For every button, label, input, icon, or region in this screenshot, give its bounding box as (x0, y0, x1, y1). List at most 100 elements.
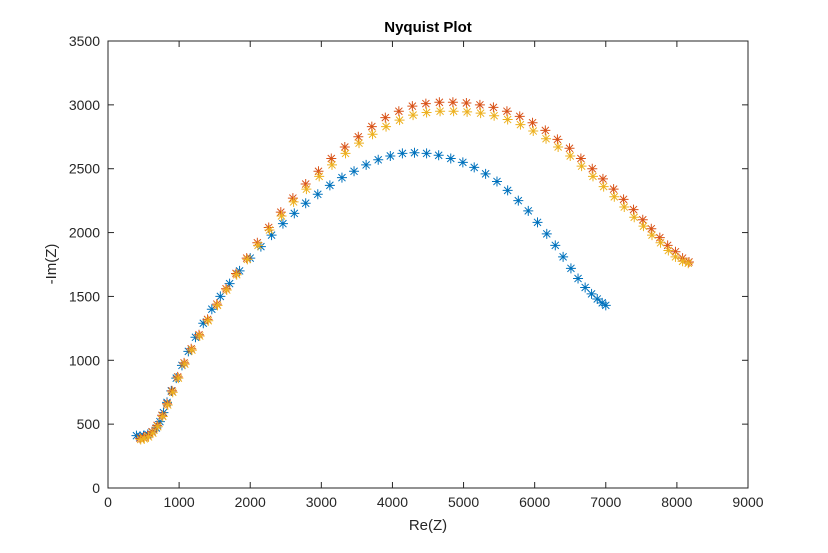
data-point (558, 251, 569, 262)
data-point (162, 399, 173, 410)
data-point (647, 230, 657, 241)
data-point (677, 256, 688, 267)
chart-title: Nyquist Plot (384, 19, 472, 36)
data-point (314, 171, 325, 182)
data-point (385, 150, 396, 161)
data-point (598, 181, 609, 192)
data-point (448, 106, 459, 117)
data-point (552, 134, 563, 145)
data-point (407, 101, 418, 112)
data-point (597, 297, 608, 308)
x-tick-label: 6000 (519, 494, 550, 510)
y-tick-label: 2500 (69, 161, 100, 177)
data-point (565, 263, 576, 274)
data-point (587, 163, 598, 174)
data-point (300, 198, 311, 209)
plot-area (107, 40, 749, 489)
data-point (475, 108, 486, 119)
data-point (349, 166, 360, 177)
data-point (573, 273, 584, 284)
y-axis: 0 500 1000 1500 2000 2500 3000 3500 (69, 33, 748, 496)
data-point (275, 207, 286, 218)
data-point (469, 162, 480, 173)
data-point (445, 153, 456, 164)
data-point (541, 228, 552, 239)
data-point (234, 265, 245, 276)
data-point (397, 148, 408, 159)
data-point (513, 195, 524, 206)
data-point (367, 129, 378, 140)
data-point (514, 111, 525, 122)
y-tick-label: 1500 (69, 288, 100, 304)
data-point (167, 387, 178, 398)
data-point (340, 148, 351, 159)
data-point (336, 172, 347, 183)
data-point (597, 173, 608, 184)
data-point (540, 125, 551, 136)
y-tick-label: 0 (92, 480, 100, 496)
data-point (447, 97, 458, 108)
data-point (154, 416, 165, 427)
data-point (212, 300, 223, 311)
data-point (592, 293, 603, 304)
data-point (242, 254, 253, 265)
x-tick-label: 8000 (661, 494, 692, 510)
y-axis-label: -Im(Z) (43, 244, 60, 285)
x-tick-label: 0 (104, 494, 112, 510)
data-point (263, 222, 274, 233)
y-tick-label: 2000 (69, 225, 100, 241)
data-point (528, 126, 539, 137)
data-point (277, 218, 288, 229)
data-point (600, 300, 611, 311)
data-point (394, 115, 405, 126)
x-axis-label: Re(Z) (409, 517, 447, 534)
data-point (433, 150, 444, 161)
data-point (670, 251, 681, 262)
data-point (587, 171, 598, 182)
data-point (224, 278, 235, 289)
data-point (474, 99, 485, 110)
data-point (339, 142, 350, 153)
data-point (502, 185, 513, 196)
data-point (139, 433, 150, 444)
data-point (135, 434, 146, 445)
data-point (324, 180, 335, 191)
data-point (565, 150, 576, 161)
data-point (638, 221, 649, 232)
data-point (462, 106, 473, 117)
data-point (564, 143, 575, 154)
data-point (253, 240, 264, 251)
data-point (131, 430, 142, 441)
data-point (381, 121, 392, 132)
data-point (287, 193, 298, 204)
data-point (147, 428, 158, 439)
data-point (231, 269, 242, 280)
data-point (553, 142, 564, 153)
y-tick-label: 1000 (69, 352, 100, 368)
data-point (608, 184, 619, 195)
data-point (628, 204, 639, 215)
x-tick-label: 5000 (448, 494, 479, 510)
x-tick-label: 4000 (377, 494, 408, 510)
data-point (421, 107, 432, 118)
data-point (158, 407, 169, 418)
x-tick-label: 3000 (306, 494, 337, 510)
data-point (576, 161, 587, 172)
data-point (354, 138, 365, 149)
data-point (619, 202, 630, 213)
data-point (179, 359, 190, 370)
data-point (289, 208, 300, 219)
data-point (491, 176, 502, 187)
data-point (683, 258, 694, 269)
y-tick-label: 3000 (69, 97, 100, 113)
data-point (221, 285, 232, 296)
data-point (326, 153, 337, 164)
data-point (203, 315, 214, 326)
data-point (435, 106, 446, 117)
data-point (255, 241, 266, 252)
plot-box (107, 40, 749, 489)
data-point (646, 223, 657, 234)
data-point (580, 282, 591, 293)
data-point (527, 117, 538, 128)
